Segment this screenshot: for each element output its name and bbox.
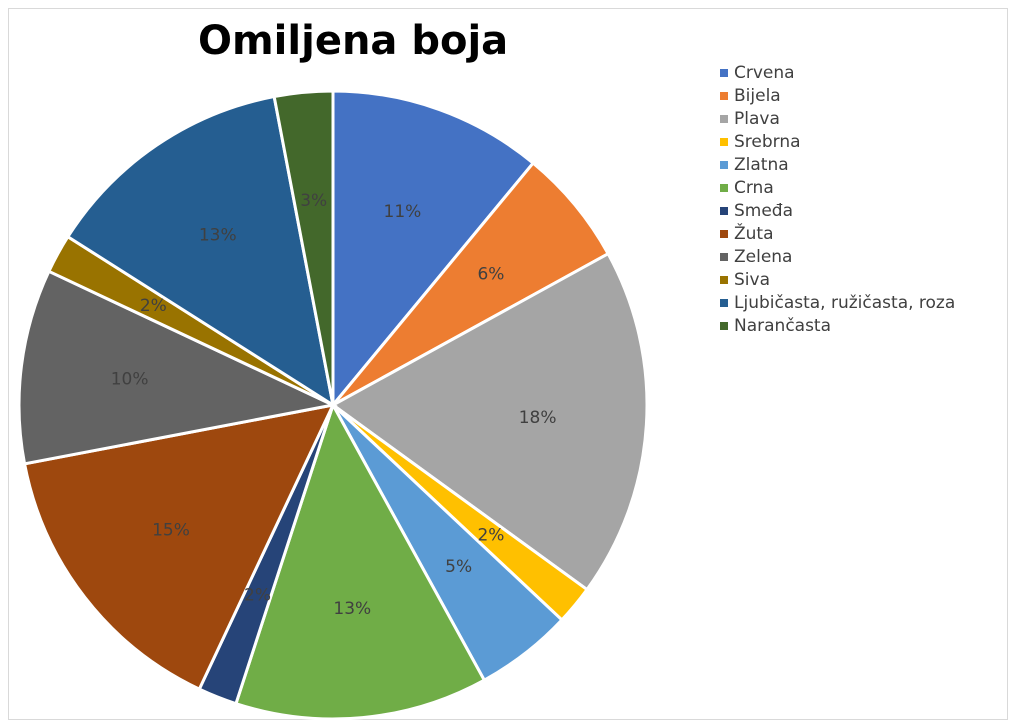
legend-label: Siva xyxy=(734,269,770,290)
legend-swatch-icon xyxy=(720,229,728,238)
legend-swatch-icon xyxy=(720,206,728,215)
chart-legend: Crvena Bijela Plava Srebrna Zlatna Crna Smeđa Ž… xyxy=(720,61,955,337)
legend-item-zelena: Zelena xyxy=(720,245,955,268)
legend-item-sme-a: Smeđa xyxy=(720,199,955,222)
pie-slice-crvena xyxy=(331,89,536,410)
legend-swatch-icon xyxy=(720,137,728,146)
pie-slice-narancasta xyxy=(272,89,335,406)
legend-item-zlatna: Zlatna xyxy=(720,153,955,176)
legend-item-siva: Siva xyxy=(720,268,955,291)
legend-swatch-icon xyxy=(720,160,728,169)
legend-item-srebrna: Srebrna xyxy=(720,130,955,153)
legend-label: Srebrna xyxy=(734,131,801,152)
legend-label: Plava xyxy=(734,108,780,129)
data-label-srebrna: 2% xyxy=(477,526,504,546)
legend-label: Ljubičasta, ružičasta, roza xyxy=(734,292,956,313)
data-label-plava: 18% xyxy=(519,408,557,428)
legend-swatch-icon xyxy=(720,298,728,307)
legend-label: Crna xyxy=(734,177,774,198)
legend-item-crvena: Crvena xyxy=(720,61,955,84)
legend-swatch-icon xyxy=(720,275,728,284)
legend-item-bijela: Bijela xyxy=(720,84,955,107)
legend-swatch-icon xyxy=(720,91,728,100)
legend-label: Narančasta xyxy=(734,315,832,336)
legend-item-plava: Plava xyxy=(720,107,955,130)
data-label-ljubicasta-ruzicasta-roza: 13% xyxy=(199,225,237,245)
data-label-bijela: 6% xyxy=(477,264,504,284)
legend-swatch-icon xyxy=(720,68,728,77)
legend-swatch-icon xyxy=(720,252,728,261)
legend-label: Bijela xyxy=(734,85,781,106)
pie-slice-crna xyxy=(234,401,487,721)
legend-item-crna: Crna xyxy=(720,176,955,199)
legend-label: Zlatna xyxy=(734,154,789,175)
data-label-zelena: 10% xyxy=(111,369,149,389)
pie-slice-bijela xyxy=(331,160,611,407)
data-label-sme-a: 2% xyxy=(244,586,271,606)
legend-item-zuta: Žuta xyxy=(720,222,955,245)
pie-slice-plava xyxy=(330,251,649,592)
legend-swatch-icon xyxy=(720,183,728,192)
legend-swatch-icon xyxy=(720,114,728,123)
data-label-zuta: 15% xyxy=(152,521,190,541)
chart-title: Omiljena boja xyxy=(198,18,509,64)
pie-slice-zuta xyxy=(22,402,336,692)
legend-label: Zelena xyxy=(734,246,793,267)
data-label-crna: 13% xyxy=(333,599,371,619)
legend-item-narancasta: Narančasta xyxy=(720,314,955,337)
data-label-zlatna: 5% xyxy=(445,557,472,577)
legend-label: Crvena xyxy=(734,62,795,83)
pie-slice-ljubicasta-ruzicasta-roza xyxy=(65,94,336,409)
data-label-crvena: 11% xyxy=(384,202,422,222)
legend-label: Smeđa xyxy=(734,200,794,221)
data-label-siva: 2% xyxy=(140,296,167,316)
legend-item-ljubicasta-ruzicasta-roza: Ljubičasta, ružičasta, roza xyxy=(720,291,955,314)
data-label-narancasta: 3% xyxy=(300,191,327,211)
legend-swatch-icon xyxy=(720,321,728,330)
pie-slice-zelena xyxy=(17,269,338,466)
legend-label: Žuta xyxy=(734,223,774,244)
